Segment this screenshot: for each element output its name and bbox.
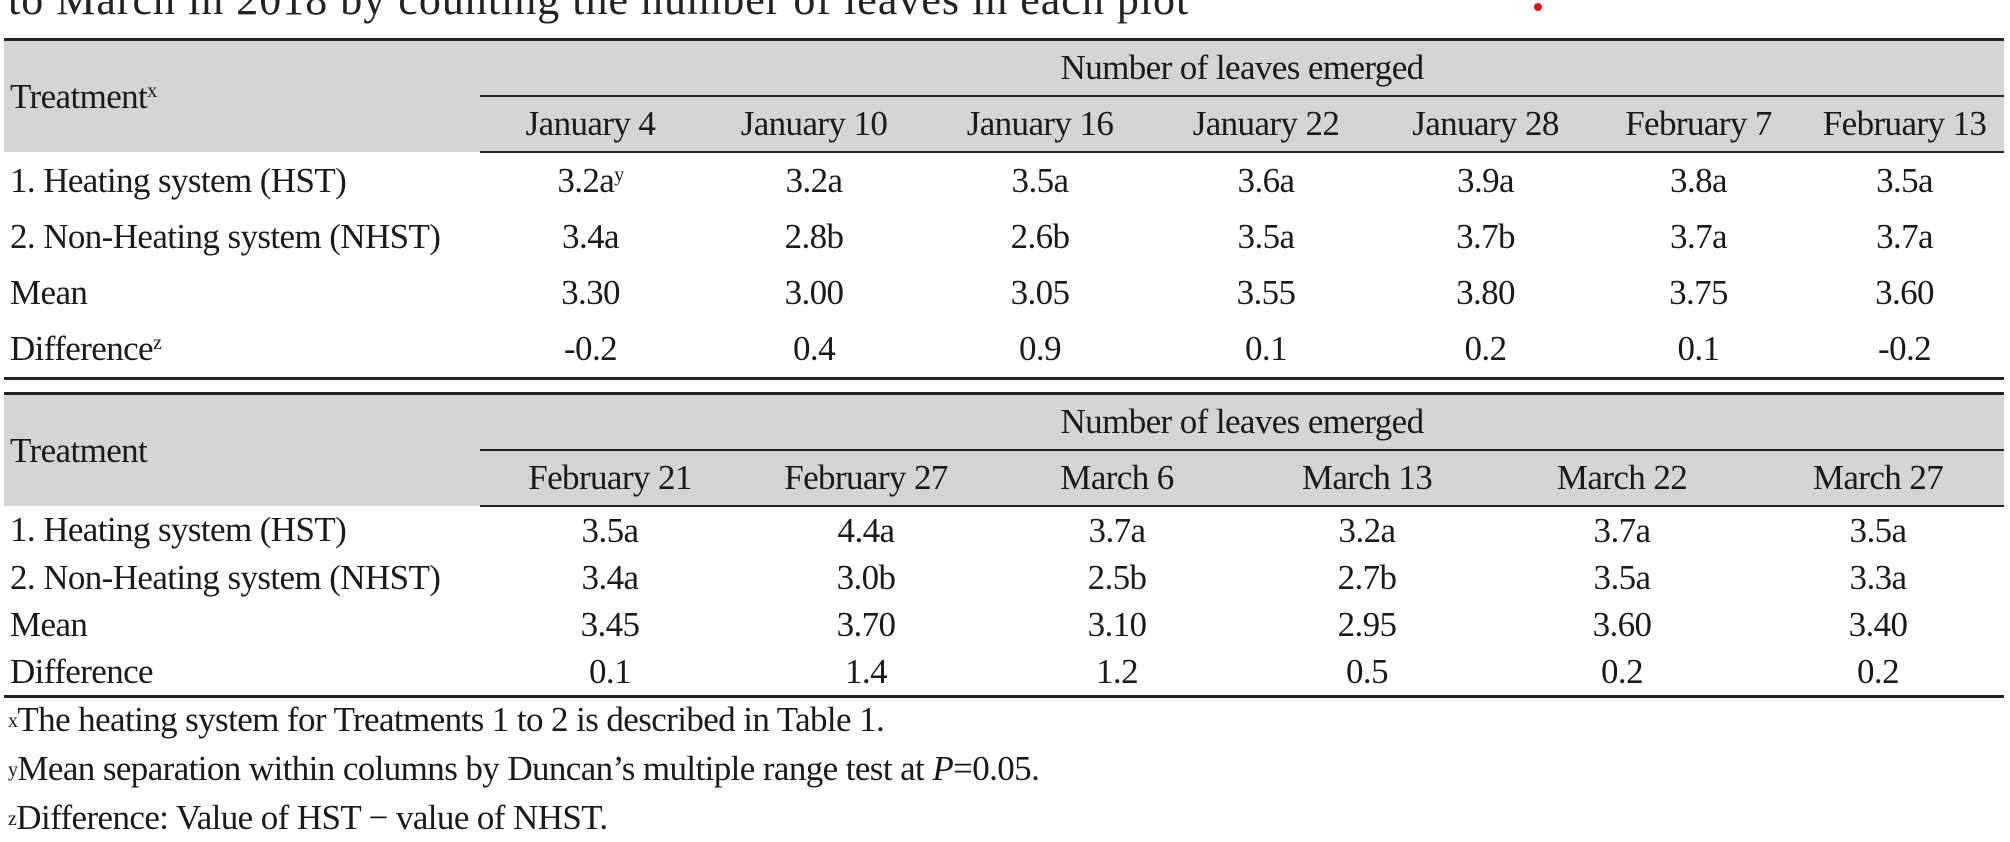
table-cell: 3.7a (1670, 217, 1727, 256)
table-cell: 0.2 (1464, 329, 1508, 368)
table-cell: 3.2ay (557, 161, 624, 200)
table-row: 2. Non-Heating system (NHST) 3.4a 3.0b 2… (4, 554, 2004, 601)
table-row: Difference 0.1 1.4 1.2 0.5 0.2 0.2 (4, 648, 2004, 697)
row-label: Mean (10, 273, 88, 312)
table-cell: 3.5a (581, 510, 639, 550)
table-cell: 0.1 (589, 651, 632, 691)
footnote-z: zDifference: Value of HST − value of NHS… (8, 798, 608, 837)
column-header: February 13 (1805, 96, 2005, 153)
table-row: Mean 3.30 3.00 3.05 3.55 3.80 3.75 3.60 (4, 265, 2004, 321)
table-cell: 3.60 (1875, 273, 1934, 312)
caption-fragment: to March in 2018 by counting the number … (8, 0, 1189, 30)
table-cell: 3.0b (836, 557, 896, 597)
column-header: February 21 (480, 450, 740, 507)
table-cell: 3.5a (1849, 510, 1907, 550)
table-cell: 3.55 (1236, 273, 1296, 312)
table-row: 2. Non-Heating system (NHST) 3.4a 2.8b 2… (4, 209, 2004, 265)
table-cell: 3.2a (1338, 510, 1396, 550)
footnote-x: xThe heating system for Treatments 1 to … (8, 700, 885, 739)
table-cell: 1.4 (845, 651, 888, 691)
table-cell: 3.8a (1670, 161, 1727, 200)
column-header: January 16 (927, 96, 1153, 153)
table-cell: 3.3a (1849, 557, 1907, 597)
row-label: 1. Heating system (HST) (10, 510, 347, 549)
table-cell: 3.5a (1593, 557, 1651, 597)
column-header: January 22 (1153, 96, 1379, 153)
group-header: Number of leaves emerged (480, 393, 2004, 451)
table-cell: 3.6a (1237, 161, 1295, 200)
group-header: Number of leaves emerged (480, 39, 2005, 97)
row-label: 1. Heating system (HST) (10, 160, 347, 200)
table-cell: 0.2 (1857, 651, 1900, 691)
table-cell: 0.1 (1245, 329, 1288, 368)
row-label: Difference (10, 651, 154, 691)
table-cell: 3.4a (581, 557, 639, 597)
table-row: 1. Heating system (HST) 3.5a 4.4a 3.7a 3… (4, 506, 2004, 554)
column-header: February 27 (740, 450, 992, 507)
column-header: March 6 (992, 450, 1242, 507)
table-cell: 3.5a (1876, 161, 1933, 200)
column-header: March 13 (1242, 450, 1492, 507)
red-dot-marker (1534, 3, 1542, 11)
table-cell: 0.1 (1677, 329, 1721, 368)
column-header: February 7 (1592, 96, 1805, 153)
table-cell: 3.70 (836, 604, 896, 644)
table-cell: 2.6b (1010, 217, 1070, 256)
table-cell: 2.5b (1087, 557, 1147, 597)
table-cell: 3.9a (1457, 161, 1514, 200)
column-header: January 10 (701, 96, 927, 153)
leaf-emergence-table-february-march: Treatment Number of leaves emerged Febru… (4, 392, 2004, 698)
table-cell: 0.5 (1346, 651, 1389, 691)
table-cell: 3.80 (1456, 273, 1515, 312)
table-cell: 3.5a (1011, 161, 1069, 200)
table-row: 1. Heating system (HST) 3.2ay 3.2a 3.5a … (4, 152, 2004, 209)
column-header: March 22 (1492, 450, 1752, 507)
table-cell: 3.60 (1592, 604, 1652, 644)
table-cell: 3.75 (1669, 273, 1728, 312)
footnote-y: yMean separation within columns by Dunca… (8, 749, 1040, 788)
table-header-row: Treatment Number of leaves emerged (4, 393, 2004, 470)
row-label: Differencez (10, 329, 162, 368)
column-header: March 27 (1752, 450, 2004, 507)
table-cell: 3.5a (1237, 217, 1295, 256)
row-label: Mean (10, 604, 88, 644)
table-cell: 3.7a (1088, 510, 1146, 550)
table-cell: 3.30 (561, 273, 620, 312)
treatment-header: Treatmentx (10, 76, 157, 116)
table-cell: 4.4a (837, 510, 895, 550)
table-cell: 3.2a (785, 161, 843, 200)
table-cell: 2.7b (1337, 557, 1397, 597)
leaf-emergence-table-january: Treatmentx Number of leaves emerged Janu… (4, 38, 2005, 380)
column-header: January 28 (1379, 96, 1592, 153)
column-header: January 4 (480, 96, 701, 153)
table-cell: 3.7a (1876, 217, 1933, 256)
table-cell: 0.9 (1019, 329, 1062, 368)
table-row: Differencez -0.2 0.4 0.9 0.1 0.2 0.1 -0.… (4, 321, 2004, 379)
table-cell: 3.10 (1087, 604, 1147, 644)
table-cell: 0.4 (793, 329, 836, 368)
table-cell: 1.2 (1096, 651, 1139, 691)
table-cell: 2.8b (784, 217, 844, 256)
table-cell: 3.40 (1848, 604, 1908, 644)
table-cell: 3.05 (1010, 273, 1070, 312)
table-cell: 3.45 (580, 604, 640, 644)
row-label: 2. Non-Heating system (NHST) (10, 557, 441, 597)
row-label: 2. Non-Heating system (NHST) (10, 217, 441, 256)
table-cell: 3.00 (784, 273, 844, 312)
table-cell: 2.95 (1337, 604, 1397, 644)
table-row: Mean 3.45 3.70 3.10 2.95 3.60 3.40 (4, 601, 2004, 648)
table-cell: 0.2 (1601, 651, 1644, 691)
table-cell: -0.2 (1878, 329, 1932, 368)
table-cell: -0.2 (563, 329, 618, 368)
table-cell: 3.7b (1456, 217, 1515, 256)
table-header-row: Treatmentx Number of leaves emerged (4, 39, 2005, 116)
treatment-header: Treatment (10, 430, 148, 470)
footnotes: xThe heating system for Treatments 1 to … (8, 695, 1040, 842)
table-cell: 3.4a (562, 217, 619, 256)
table-cell: 3.7a (1593, 510, 1651, 550)
date-header-row: January 4 January 10 January 16 January … (4, 96, 2005, 153)
